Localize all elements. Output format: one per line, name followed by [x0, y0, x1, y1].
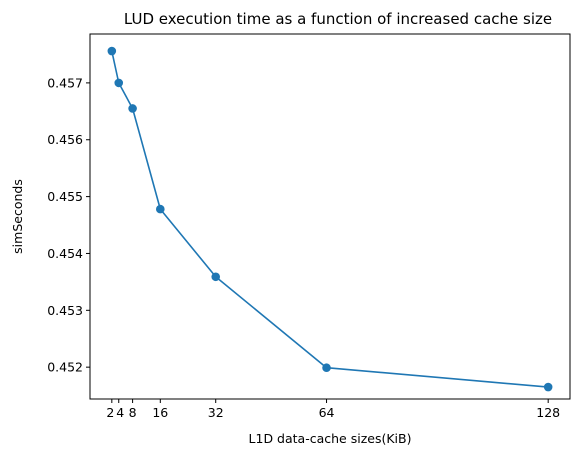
- data-point: [211, 272, 221, 282]
- y-tick-label: 0.455: [47, 189, 83, 204]
- series-layer: [107, 46, 553, 392]
- series-line: [111, 50, 549, 388]
- y-tick-label: 0.454: [47, 246, 83, 261]
- y-tick-label: 0.456: [47, 132, 83, 147]
- y-tick-label: 0.453: [47, 303, 83, 318]
- data-point: [322, 363, 331, 373]
- x-tick-label: 128: [536, 405, 560, 420]
- x-tick-label: 16: [152, 405, 168, 420]
- x-tick-label: 4: [116, 405, 124, 420]
- y-tick-label: 0.457: [47, 75, 83, 90]
- data-point: [543, 382, 553, 392]
- data-point: [114, 78, 124, 88]
- x-axis: 2 4 8 16 32 64 128: [106, 399, 560, 420]
- y-tick-label: 0.452: [47, 360, 83, 375]
- x-tick-label: 32: [208, 405, 224, 420]
- data-point: [128, 104, 137, 113]
- data-point: [107, 46, 117, 56]
- data-point: [156, 204, 165, 214]
- plot-area-frame: [89, 33, 571, 400]
- x-tick-label: 64: [319, 405, 335, 420]
- y-axis: 0.452 0.453 0.454 0.455 0.456 0.457: [47, 75, 90, 375]
- x-tick-label: 8: [129, 405, 137, 420]
- chart-title: LUD execution time as a function of incr…: [124, 10, 552, 28]
- x-tick-label: 2: [106, 405, 114, 420]
- x-axis-label: L1D data-cache sizes(KiB): [249, 431, 412, 446]
- y-axis-label: simSeconds: [10, 179, 25, 254]
